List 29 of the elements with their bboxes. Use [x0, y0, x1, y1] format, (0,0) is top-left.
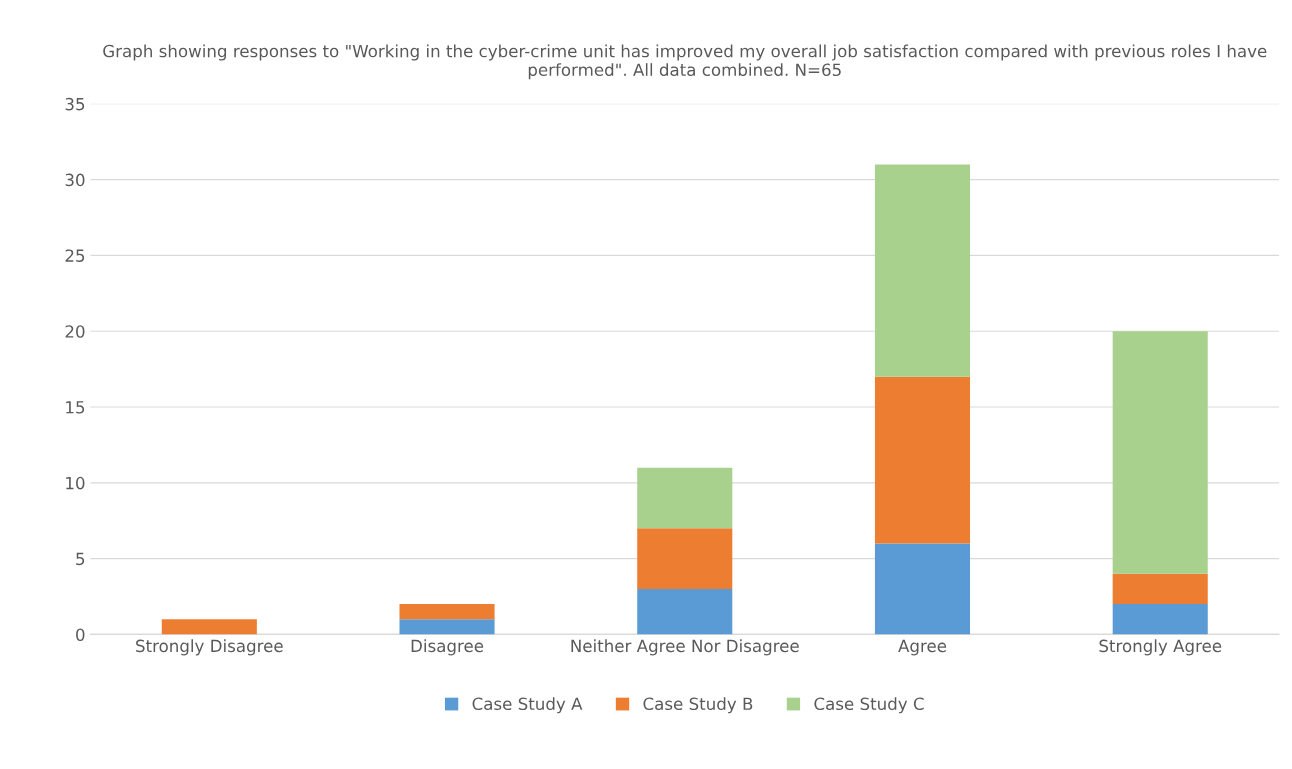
legend-label: Case Study C [814, 697, 924, 714]
y-tick-label: 0 [76, 628, 85, 641]
bar [874, 376, 971, 544]
x-tick-label: Strongly Agree [1099, 639, 1222, 656]
x-tick-label: Agree [898, 639, 947, 656]
y-tick-label: 20 [65, 325, 85, 338]
bar [399, 619, 495, 635]
y-tick-label: 5 [76, 552, 85, 566]
bar [399, 604, 495, 620]
legend-label: Case Study B [643, 697, 753, 714]
bar [161, 619, 257, 635]
x-tick-label: Disagree [411, 639, 484, 656]
bar [1112, 331, 1208, 574]
bar [637, 528, 733, 589]
y-tick-label: 30 [65, 173, 85, 187]
bar [637, 588, 733, 635]
x-tick-label: Neither Agree Nor Disagree [571, 639, 799, 656]
bar [1112, 573, 1208, 605]
bar [1112, 604, 1208, 635]
chart-title: Graph showing responses to "Working in the cyber-crime unit has improved my overall job satisfaction compared with previous roles I have performed". All data combined. N=65 [103, 44, 1267, 80]
y-tick-label: 10 [66, 476, 85, 490]
legend-label: Case Study A [472, 697, 583, 714]
y-tick-label: 15 [66, 401, 85, 414]
bar [637, 467, 733, 529]
bar [874, 164, 971, 377]
y-tick-label: 35 [65, 97, 85, 111]
bar [874, 543, 971, 635]
y-tick-label: 25 [65, 249, 85, 262]
x-tick-label: Strongly Disagree [136, 639, 283, 656]
